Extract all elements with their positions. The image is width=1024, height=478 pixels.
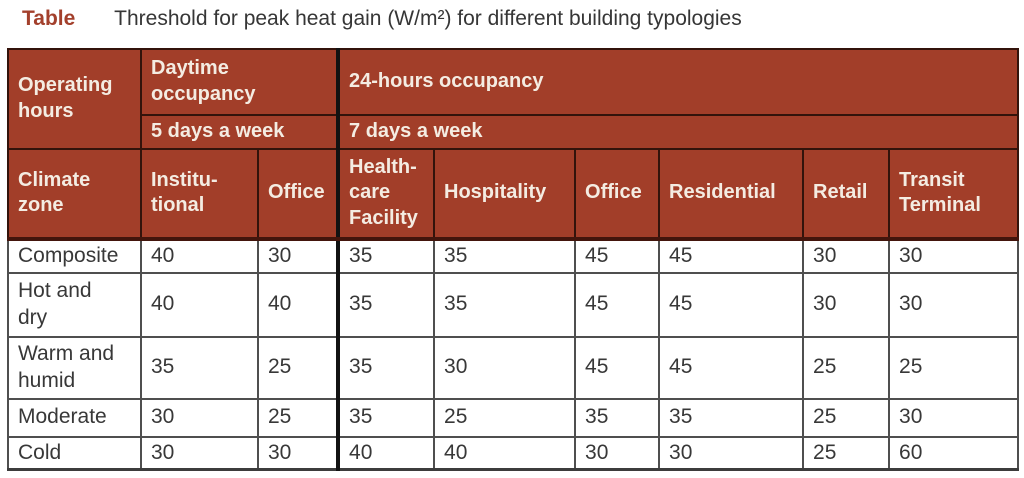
value-cell: 45	[574, 237, 661, 274]
column-header-office-daytime: Office	[256, 147, 340, 241]
table-row-moderate: Moderate 30 25 35 25 35 35 25 30	[7, 397, 1020, 438]
value-cell: 40	[140, 237, 259, 274]
row-zone-label: Hot and dry	[7, 271, 142, 338]
table-row-cold: Cold 30 30 40 40 30 30 25 60	[7, 435, 1020, 472]
value-cell: 25	[802, 435, 891, 472]
value-cell: 40	[256, 271, 340, 338]
value-cell: 45	[658, 237, 805, 274]
value-cell: 30	[888, 397, 1020, 438]
table-row-warm-and-humid: Warm and humid 35 25 35 30 45 45 25 25	[7, 335, 1020, 400]
row-zone-label: Cold	[7, 435, 142, 472]
value-cell: 25	[256, 335, 340, 400]
table-caption-label: Table	[22, 7, 76, 30]
value-cell: 40	[433, 435, 577, 472]
value-cell: 40	[140, 271, 259, 338]
column-header-residential: Residential	[658, 147, 805, 241]
column-header-climate-zone: Climate zone	[7, 147, 142, 241]
value-cell: 35	[658, 397, 805, 438]
value-cell: 25	[433, 397, 577, 438]
value-cell: 35	[574, 397, 661, 438]
column-header-healthcare-facility: Health- care Facility	[336, 147, 436, 241]
column-header-office-24h: Office	[574, 147, 661, 241]
value-cell: 30	[888, 237, 1020, 274]
value-cell: 25	[802, 335, 891, 400]
column-header-institutional: Institu- tional	[140, 147, 259, 241]
value-cell: 25	[888, 335, 1020, 400]
value-cell: 35	[336, 335, 436, 400]
value-cell: 45	[574, 335, 661, 400]
header-24-hours-occupancy: 24-hours occupancy	[336, 48, 1020, 116]
column-header-retail: Retail	[802, 147, 891, 241]
value-cell: 35	[433, 271, 577, 338]
row-zone-label: Warm and humid	[7, 335, 142, 400]
header-7-days-a-week: 7 days a week	[336, 114, 1020, 150]
header-5-days-a-week: 5 days a week	[139, 114, 340, 150]
value-cell: 60	[888, 435, 1020, 472]
heat-gain-threshold-table: Operating hours Daytime occupancy 24-hou…	[7, 48, 1020, 472]
value-cell: 30	[802, 271, 891, 338]
column-header-transit-terminal: Transit Terminal	[888, 147, 1020, 241]
value-cell: 30	[888, 271, 1020, 338]
value-cell: 35	[336, 397, 436, 438]
value-cell: 35	[336, 237, 436, 274]
value-cell: 30	[140, 397, 259, 438]
value-cell: 35	[336, 271, 436, 338]
value-cell: 30	[256, 435, 340, 472]
value-cell: 35	[140, 335, 259, 400]
value-cell: 40	[336, 435, 436, 472]
value-cell: 30	[658, 435, 805, 472]
table-row-composite: Composite 40 30 35 35 45 45 30 30	[7, 237, 1020, 274]
value-cell: 30	[574, 435, 661, 472]
row-zone-label: Moderate	[7, 397, 142, 438]
header-daytime-occupancy: Daytime occupancy	[139, 48, 340, 116]
value-cell: 45	[574, 271, 661, 338]
row-zone-label: Composite	[7, 237, 142, 274]
value-cell: 35	[433, 237, 577, 274]
header-operating-hours: Operating hours	[7, 48, 142, 150]
value-cell: 45	[658, 335, 805, 400]
value-cell: 45	[658, 271, 805, 338]
table-caption-text: Threshold for peak heat gain (W/m²) for …	[114, 7, 742, 30]
table-caption: Table Threshold for peak heat gain (W/m²…	[22, 7, 742, 31]
value-cell: 25	[256, 397, 340, 438]
value-cell: 30	[140, 435, 259, 472]
value-cell: 30	[802, 237, 891, 274]
table-row-hot-and-dry: Hot and dry 40 40 35 35 45 45 30 30	[7, 271, 1020, 338]
value-cell: 30	[256, 237, 340, 274]
value-cell: 30	[433, 335, 577, 400]
value-cell: 25	[802, 397, 891, 438]
column-header-hospitality: Hospitality	[433, 147, 577, 241]
